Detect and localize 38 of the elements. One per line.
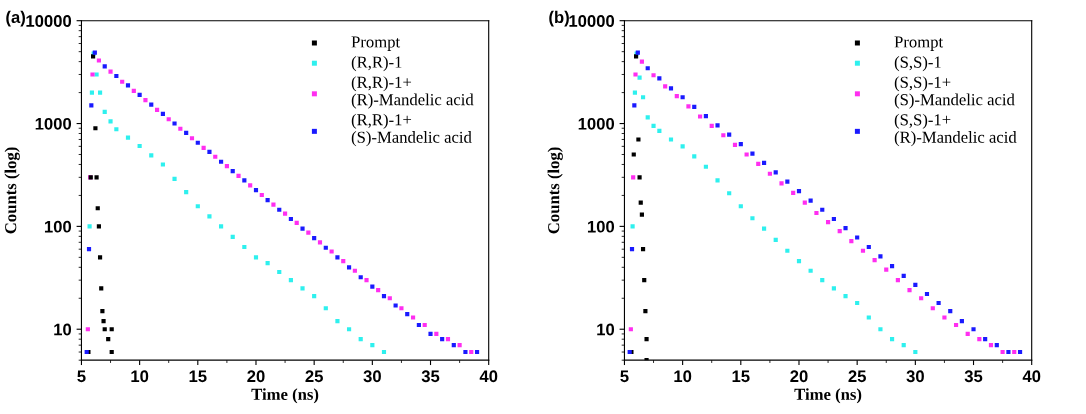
y-tick-label: 10 [597,323,615,336]
legend-label: (S,S)-1 [894,56,941,72]
legend-label: (R,R)-1+ (R)-Mandelic acid [351,76,474,109]
y-tick-label: 1000 [35,117,72,130]
y-tick-label: 10000 [569,15,615,27]
legend-label: Prompt [351,36,401,51]
x-tick-label: 5 [620,370,629,383]
y-tick-label: 10 [54,323,72,336]
y-tick-label: 100 [587,220,615,233]
y-tick-label: 1000 [578,117,615,130]
x-axis-title: Time (ns) [794,388,862,404]
y-tick-label: 10000 [26,15,72,27]
x-tick-label: 30 [906,370,924,383]
legend-label: Prompt [894,36,944,51]
legend-label: (R,R)-1+ (S)-Mandelic acid [351,113,472,147]
x-tick-label: 35 [421,370,440,383]
legend-label: (R,R)-1 [351,56,402,72]
x-tick-label: 10 [131,370,149,383]
x-tick-label: 40 [1022,370,1041,383]
x-tick-label: 35 [964,370,983,383]
x-tick-label: 10 [674,370,692,383]
x-tick-label: 25 [305,370,323,383]
x-tick-label: 40 [479,370,498,383]
x-tick-label: 5 [77,370,86,383]
x-tick-label: 15 [732,370,750,383]
y-axis-title: Counts (log) [4,147,20,234]
y-axis-title: Counts (log) [547,147,563,234]
x-tick-label: 30 [363,370,381,383]
chart-title: (a) [6,10,25,27]
x-tick-label: 15 [189,370,207,383]
legend-label: (S,S)-1+ (R)-Mandelic acid [894,113,1017,147]
x-tick-label: 25 [848,370,866,383]
x-axis-title: Time (ns) [251,388,319,404]
chart-title: (b) [549,10,569,27]
x-tick-label: 20 [790,370,808,383]
legend-label: (S,S)-1+ (S)-Mandelic acid [894,76,1015,109]
y-tick-label: 100 [44,220,72,233]
x-tick-label: 20 [247,370,265,383]
